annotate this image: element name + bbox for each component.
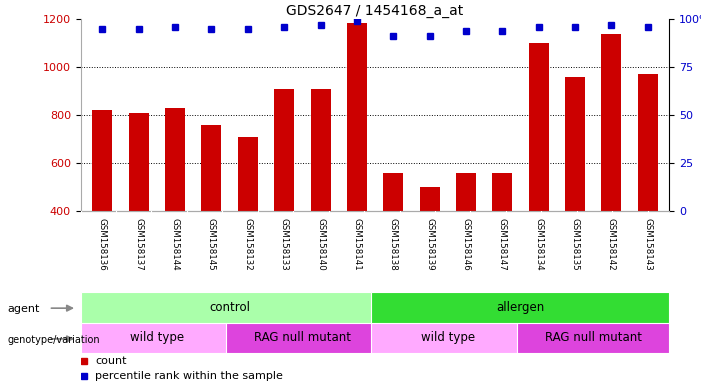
Bar bbox=[347, 23, 367, 211]
Bar bbox=[226, 323, 379, 353]
Text: genotype/variation: genotype/variation bbox=[7, 335, 100, 345]
Bar bbox=[565, 77, 585, 211]
Text: agent: agent bbox=[7, 304, 39, 314]
Text: GSM158133: GSM158133 bbox=[280, 218, 289, 270]
Bar bbox=[601, 34, 621, 211]
Text: count: count bbox=[95, 356, 127, 366]
Text: GSM158142: GSM158142 bbox=[607, 218, 615, 270]
Text: GSM158132: GSM158132 bbox=[243, 218, 252, 270]
Text: GSM158134: GSM158134 bbox=[534, 218, 543, 270]
Bar bbox=[81, 323, 233, 353]
Bar bbox=[638, 74, 658, 211]
Text: GSM158145: GSM158145 bbox=[207, 218, 216, 270]
Text: wild type: wild type bbox=[130, 331, 184, 344]
Text: GSM158144: GSM158144 bbox=[170, 218, 179, 270]
Text: GSM158138: GSM158138 bbox=[389, 218, 397, 270]
Bar bbox=[420, 187, 440, 211]
Bar bbox=[456, 173, 476, 211]
Bar bbox=[311, 89, 330, 211]
Bar bbox=[529, 43, 549, 211]
Text: percentile rank within the sample: percentile rank within the sample bbox=[95, 371, 283, 381]
Text: GSM158136: GSM158136 bbox=[98, 218, 107, 270]
Bar bbox=[383, 173, 403, 211]
Bar bbox=[129, 113, 149, 211]
Bar bbox=[492, 173, 512, 211]
Text: GSM158140: GSM158140 bbox=[316, 218, 325, 270]
Bar bbox=[201, 125, 222, 211]
Title: GDS2647 / 1454168_a_at: GDS2647 / 1454168_a_at bbox=[287, 4, 463, 18]
Bar bbox=[372, 292, 669, 323]
Bar bbox=[165, 108, 185, 211]
Text: wild type: wild type bbox=[421, 331, 475, 344]
Bar bbox=[238, 137, 258, 211]
Text: GSM158137: GSM158137 bbox=[135, 218, 143, 270]
Text: GSM158141: GSM158141 bbox=[353, 218, 361, 270]
Bar bbox=[93, 111, 112, 211]
Text: GSM158139: GSM158139 bbox=[425, 218, 434, 270]
Bar bbox=[81, 292, 379, 323]
Text: RAG null mutant: RAG null mutant bbox=[254, 331, 350, 344]
Bar bbox=[372, 323, 524, 353]
Text: GSM158146: GSM158146 bbox=[461, 218, 470, 270]
Text: GSM158147: GSM158147 bbox=[498, 218, 507, 270]
Text: allergen: allergen bbox=[496, 301, 545, 314]
Text: GSM158135: GSM158135 bbox=[571, 218, 580, 270]
Text: control: control bbox=[209, 301, 250, 314]
Text: GSM158143: GSM158143 bbox=[643, 218, 652, 270]
Bar bbox=[517, 323, 669, 353]
Bar bbox=[274, 89, 294, 211]
Text: RAG null mutant: RAG null mutant bbox=[545, 331, 641, 344]
